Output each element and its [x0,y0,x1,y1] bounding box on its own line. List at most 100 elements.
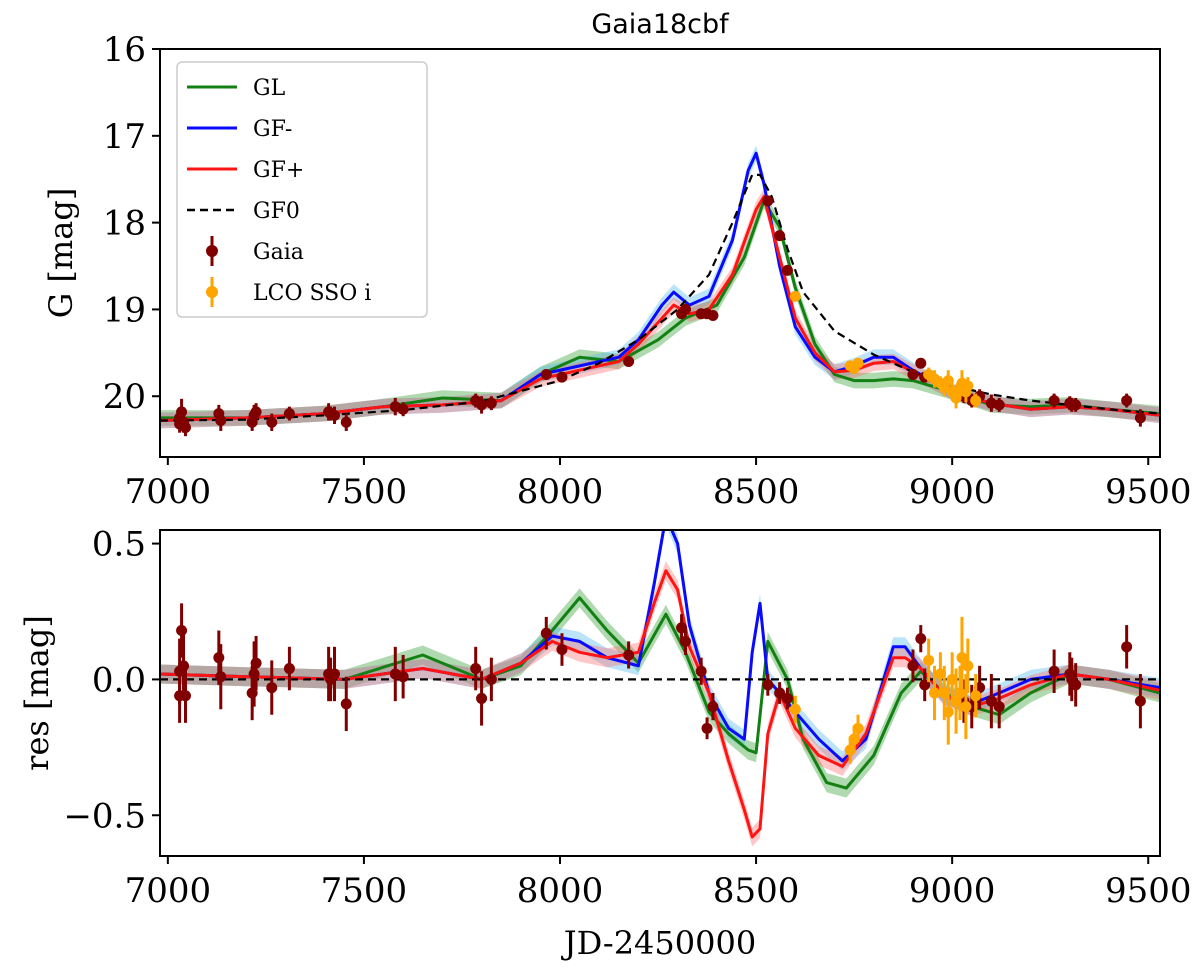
bot-x-tick-label: 9500 [1105,871,1192,911]
bot-x-tick-label: 9000 [909,871,996,911]
legend-gl-label: GL [253,76,286,101]
top-gaia-point [1135,412,1146,423]
legend-lco-label: LCO SSO i [253,281,371,306]
bot-y-tick-label: −0.5 [63,796,146,836]
top-gaia-point [486,398,497,409]
x-axis-title: JD-2450000 [561,924,756,962]
top-gaia-point [541,369,552,380]
top-lco-point [962,380,973,391]
top-gaia-point [266,417,277,428]
bot-gaia-point [696,666,707,677]
bot-lco-point [929,688,940,699]
bot-x-tick-label: 7500 [321,871,408,911]
top-gaia-point [782,265,793,276]
bot-gaia-point [176,625,187,636]
legend: GL GF- GF+ GF0 Gaia LCO SSO i [177,62,427,317]
top-y-tick-label: 17 [103,117,146,157]
bot-gaia-point [702,723,713,734]
legend-box [177,62,427,317]
top-gaia-point [623,356,634,367]
bot-gaia-point [556,644,567,655]
top-y-tick-label: 18 [103,204,146,244]
bottom-ticks: 7000 7500 8000 8500 9000 9500 0.5 0.0 −0.5 [63,525,1191,911]
top-gaia-point [215,415,226,426]
top-x-tick-label: 9500 [1105,472,1192,512]
bot-gaia-point [1049,666,1060,677]
top-gaia-point [994,399,1005,410]
top-y-tick-label: 19 [103,290,146,330]
top-gaia-point [1049,395,1060,406]
bot-gaia-point [249,668,260,679]
legend-gaia-label: Gaia [253,240,304,265]
top-x-tick-label: 7000 [125,472,212,512]
bot-x-tick-label: 8500 [713,871,800,911]
top-gaia-point [398,404,409,415]
bot-line-gf-minus [160,516,1160,761]
top-x-tick-label: 7500 [321,472,408,512]
top-x-tick-label: 8000 [517,472,604,512]
bot-gaia-point [1135,696,1146,707]
top-gaia-point [707,310,718,321]
bot-gaia-point [907,660,918,671]
bot-gaia-point [215,671,226,682]
bot-gaia-point [486,674,497,685]
legend-gf0-label: GF0 [253,199,300,224]
bot-gaia-point [541,628,552,639]
bot-gaia-point [178,660,189,671]
bot-lco-point [790,704,801,715]
bot-gaia-point [398,671,409,682]
bot-gaia-point [680,636,691,647]
bot-x-tick-label: 7000 [125,871,212,911]
bottom-panel: 7000 7500 8000 8500 9000 9500 0.5 0.0 −0.5 res [… [18,507,1192,962]
legend-gaia-marker [206,245,218,257]
top-gaia-point [774,230,785,241]
top-gaia-point [556,372,567,383]
bot-lco-point [853,723,864,734]
top-gaia-point [680,304,691,315]
bot-y-tick-label: 0.5 [92,525,146,565]
bot-gaia-point [707,701,718,712]
bot-gaia-point [213,652,224,663]
top-gaia-point [329,410,340,421]
bot-gaia-point [251,658,262,669]
bot-lco-point [962,660,973,671]
legend-gf-plus-label: GF+ [253,158,304,183]
bot-gaia-point [994,701,1005,712]
top-gaia-point [341,417,352,428]
legend-lco-marker [206,286,218,298]
top-gaia-point [907,369,918,380]
top-panel: 7000 7500 8000 8500 9000 9500 16 17 18 19 20 G [ma… [42,30,1192,512]
top-lco-point [853,358,864,369]
bot-lco-point [960,701,971,712]
bot-gaia-point [180,690,191,701]
bot-gaia-point [1121,641,1132,652]
top-gaia-point [1070,399,1081,410]
top-gaia-point [762,195,773,206]
top-gaia-point [476,399,487,410]
bot-y-tick-label: 0.0 [92,660,146,700]
top-gaia-point [251,406,262,417]
bot-gaia-point [623,649,634,660]
bot-gaia-point [915,633,926,644]
bot-lco-point [943,707,954,718]
bot-lco-point [923,655,934,666]
chart-title: Gaia18cbf [591,9,730,40]
figure: Gaia18cbf 7000 7500 8000 8500 9000 9500161718… [0,0,1200,971]
bot-gaia-point [476,693,487,704]
bot-gaia-point [284,663,295,674]
top-x-tick-label: 9000 [909,472,996,512]
top-x-tick-label: 8500 [713,472,800,512]
bot-gaia-point [266,682,277,693]
bot-gaia-point [1070,679,1081,690]
bot-gaia-point [470,663,481,674]
legend-gf-minus-label: GF- [253,117,292,142]
bot-gaia-point [329,668,340,679]
top-y-axis-title: G [mag] [42,188,80,319]
top-lco-point [970,395,981,406]
bot-lco-point [955,688,966,699]
bot-gaia-point [341,698,352,709]
top-gaia-point [1121,395,1132,406]
top-lco-point [790,291,801,302]
top-gaia-point [180,422,191,433]
bot-lco-point [970,690,981,701]
